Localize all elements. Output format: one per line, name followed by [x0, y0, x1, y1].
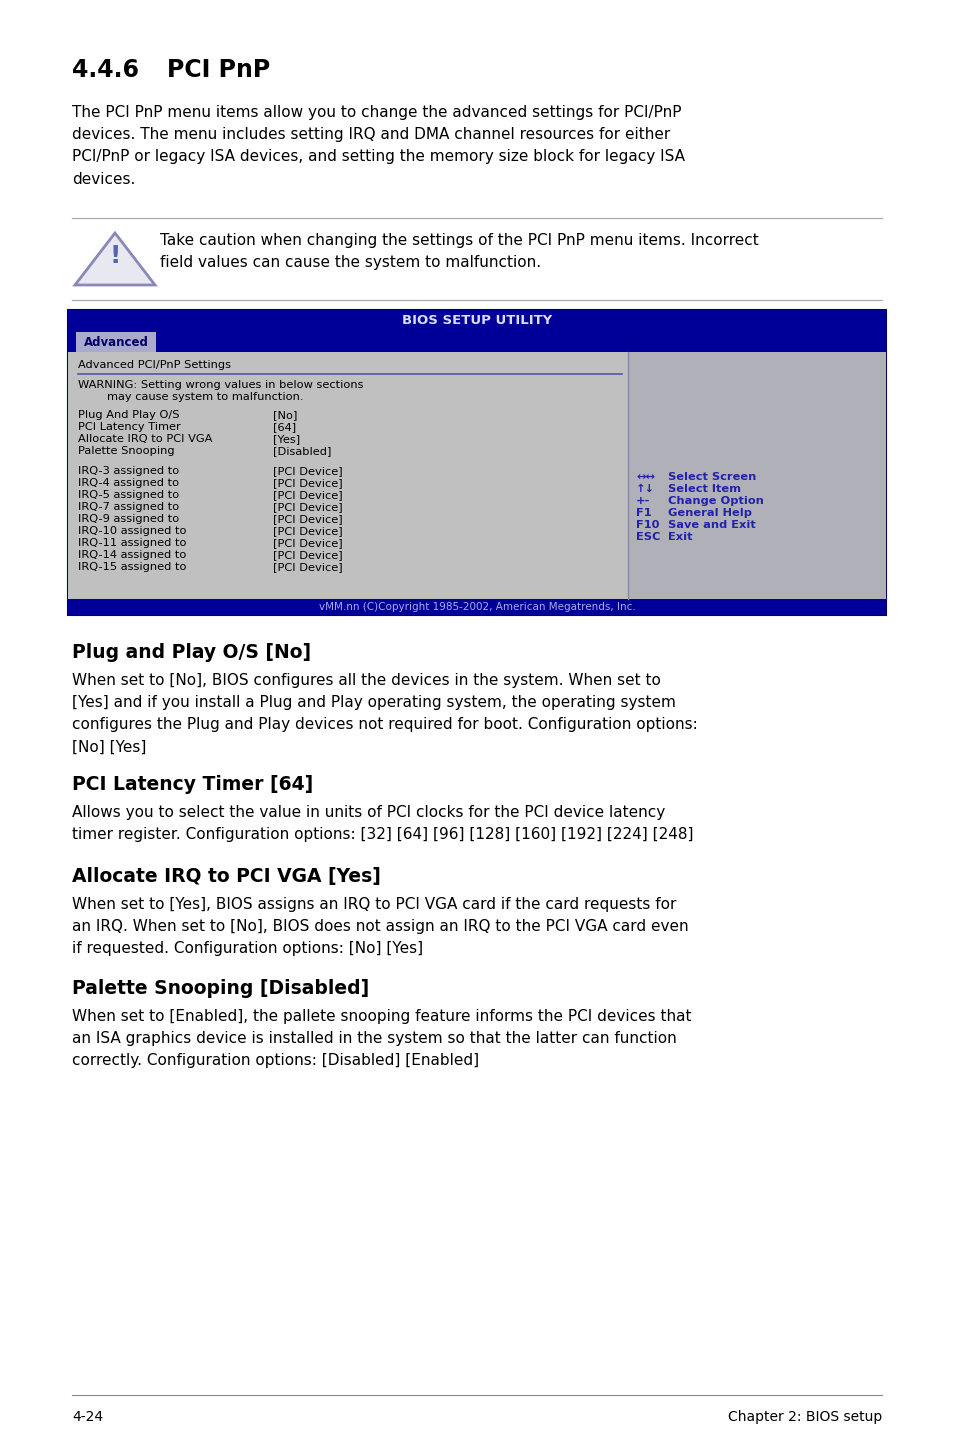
Text: [PCI Device]: [PCI Device] — [273, 477, 342, 487]
Text: 4.4.6: 4.4.6 — [71, 58, 139, 82]
FancyBboxPatch shape — [68, 332, 885, 352]
Text: General Help: General Help — [667, 508, 751, 518]
Text: Advanced PCI/PnP Settings: Advanced PCI/PnP Settings — [78, 360, 231, 370]
Text: Plug And Play O/S: Plug And Play O/S — [78, 410, 179, 420]
Text: IRQ-7 assigned to: IRQ-7 assigned to — [78, 502, 179, 512]
Text: Palette Snooping [Disabled]: Palette Snooping [Disabled] — [71, 979, 369, 998]
Text: !: ! — [110, 244, 121, 269]
Text: [PCI Device]: [PCI Device] — [273, 513, 342, 523]
Text: [PCI Device]: [PCI Device] — [273, 490, 342, 500]
FancyBboxPatch shape — [76, 332, 156, 352]
Text: When set to [Yes], BIOS assigns an IRQ to PCI VGA card if the card requests for
: When set to [Yes], BIOS assigns an IRQ t… — [71, 897, 688, 956]
Text: ↔↔: ↔↔ — [636, 472, 655, 482]
Text: [Disabled]: [Disabled] — [273, 446, 331, 456]
Text: 4-24: 4-24 — [71, 1411, 103, 1424]
Text: Palette Snooping: Palette Snooping — [78, 446, 174, 456]
Text: Select Screen: Select Screen — [667, 472, 756, 482]
Text: PCI Latency Timer: PCI Latency Timer — [78, 421, 180, 431]
Text: BIOS SETUP UTILITY: BIOS SETUP UTILITY — [401, 315, 552, 328]
Text: IRQ-11 assigned to: IRQ-11 assigned to — [78, 538, 186, 548]
FancyBboxPatch shape — [68, 600, 885, 615]
Text: IRQ-15 assigned to: IRQ-15 assigned to — [78, 562, 186, 572]
Text: Allocate IRQ to PCI VGA [Yes]: Allocate IRQ to PCI VGA [Yes] — [71, 867, 380, 886]
Text: [No]: [No] — [273, 410, 297, 420]
Text: Allocate IRQ to PCI VGA: Allocate IRQ to PCI VGA — [78, 434, 213, 444]
Text: When set to [Enabled], the pallete snooping feature informs the PCI devices that: When set to [Enabled], the pallete snoop… — [71, 1009, 691, 1068]
Text: F10: F10 — [636, 521, 659, 531]
Text: PCI Latency Timer [64]: PCI Latency Timer [64] — [71, 775, 313, 794]
Text: [64]: [64] — [273, 421, 295, 431]
Text: IRQ-10 assigned to: IRQ-10 assigned to — [78, 526, 186, 536]
Text: Change Option: Change Option — [667, 496, 763, 506]
Text: Advanced: Advanced — [84, 335, 149, 348]
Text: IRQ-3 assigned to: IRQ-3 assigned to — [78, 466, 179, 476]
Text: Plug and Play O/S [No]: Plug and Play O/S [No] — [71, 643, 311, 661]
Text: Take caution when changing the settings of the PCI PnP menu items. Incorrect
fie: Take caution when changing the settings … — [160, 233, 758, 270]
Text: F1: F1 — [636, 508, 651, 518]
Text: vMM.nn (C)Copyright 1985-2002, American Megatrends, Inc.: vMM.nn (C)Copyright 1985-2002, American … — [318, 603, 635, 613]
Text: [Yes]: [Yes] — [273, 434, 300, 444]
Text: may cause system to malfunction.: may cause system to malfunction. — [78, 393, 303, 403]
FancyBboxPatch shape — [627, 352, 885, 600]
Text: PCI PnP: PCI PnP — [167, 58, 270, 82]
Text: Select Item: Select Item — [667, 485, 740, 495]
Text: [PCI Device]: [PCI Device] — [273, 549, 342, 559]
Text: [PCI Device]: [PCI Device] — [273, 526, 342, 536]
Text: Chapter 2: BIOS setup: Chapter 2: BIOS setup — [727, 1411, 882, 1424]
FancyBboxPatch shape — [68, 311, 885, 332]
Text: IRQ-4 assigned to: IRQ-4 assigned to — [78, 477, 179, 487]
Text: [PCI Device]: [PCI Device] — [273, 466, 342, 476]
Text: ↑↓: ↑↓ — [636, 485, 655, 495]
Text: The PCI PnP menu items allow you to change the advanced settings for PCI/PnP
dev: The PCI PnP menu items allow you to chan… — [71, 105, 684, 187]
Text: When set to [No], BIOS configures all the devices in the system. When set to
[Ye: When set to [No], BIOS configures all th… — [71, 673, 697, 755]
Text: WARNING: Setting wrong values in below sections: WARNING: Setting wrong values in below s… — [78, 380, 363, 390]
Text: Allows you to select the value in units of PCI clocks for the PCI device latency: Allows you to select the value in units … — [71, 805, 693, 843]
Text: [PCI Device]: [PCI Device] — [273, 562, 342, 572]
Text: Exit: Exit — [667, 532, 692, 542]
Text: Save and Exit: Save and Exit — [667, 521, 755, 531]
Text: ESC: ESC — [636, 532, 659, 542]
Text: [PCI Device]: [PCI Device] — [273, 538, 342, 548]
Text: [PCI Device]: [PCI Device] — [273, 502, 342, 512]
FancyBboxPatch shape — [68, 352, 627, 600]
Polygon shape — [75, 233, 154, 285]
Text: IRQ-14 assigned to: IRQ-14 assigned to — [78, 549, 186, 559]
FancyBboxPatch shape — [68, 311, 885, 615]
Text: IRQ-5 assigned to: IRQ-5 assigned to — [78, 490, 179, 500]
Text: +-: +- — [636, 496, 650, 506]
Text: IRQ-9 assigned to: IRQ-9 assigned to — [78, 513, 179, 523]
